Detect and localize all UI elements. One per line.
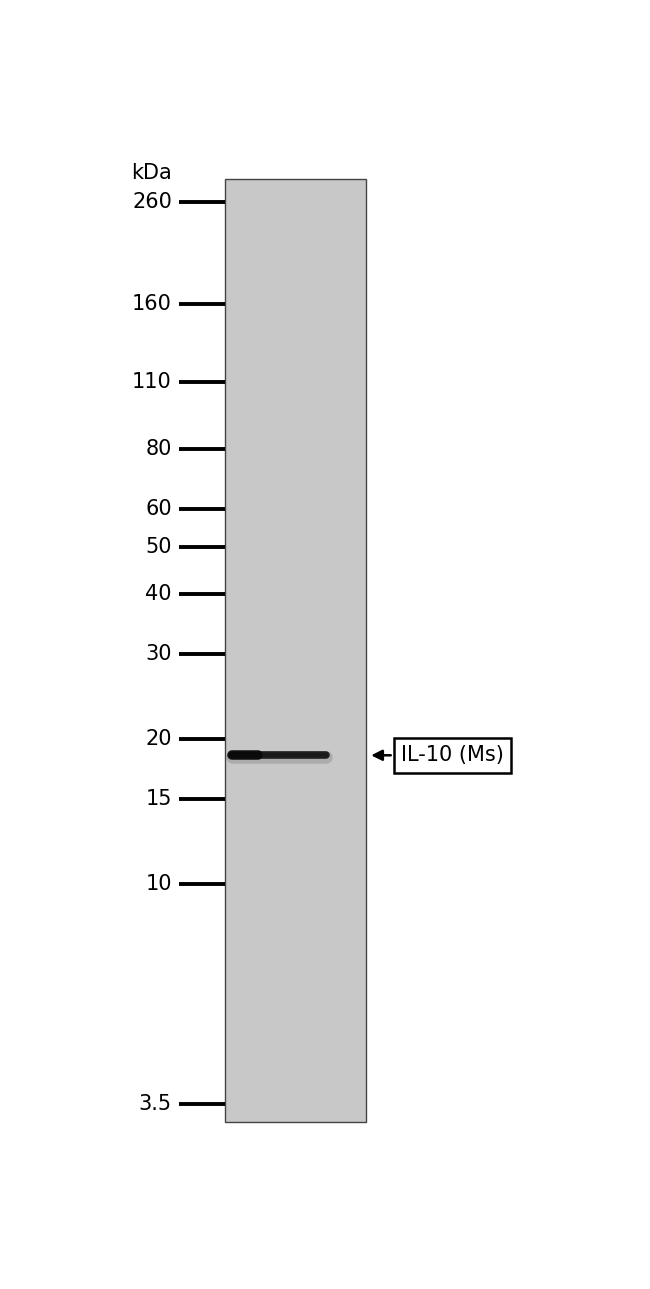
Text: 110: 110 bbox=[132, 373, 172, 392]
Text: 10: 10 bbox=[146, 874, 172, 895]
Bar bbox=[225, 179, 366, 1123]
Text: 60: 60 bbox=[146, 499, 172, 519]
Text: 30: 30 bbox=[146, 644, 172, 664]
Text: 40: 40 bbox=[146, 584, 172, 605]
Text: kDa: kDa bbox=[131, 162, 172, 183]
Text: 3.5: 3.5 bbox=[139, 1093, 172, 1114]
Text: 15: 15 bbox=[146, 789, 172, 809]
Text: 260: 260 bbox=[132, 192, 172, 213]
Text: 160: 160 bbox=[132, 294, 172, 315]
Text: 20: 20 bbox=[146, 730, 172, 749]
Text: 80: 80 bbox=[146, 440, 172, 459]
Text: 50: 50 bbox=[146, 538, 172, 557]
Text: IL-10 (Ms): IL-10 (Ms) bbox=[401, 745, 504, 766]
